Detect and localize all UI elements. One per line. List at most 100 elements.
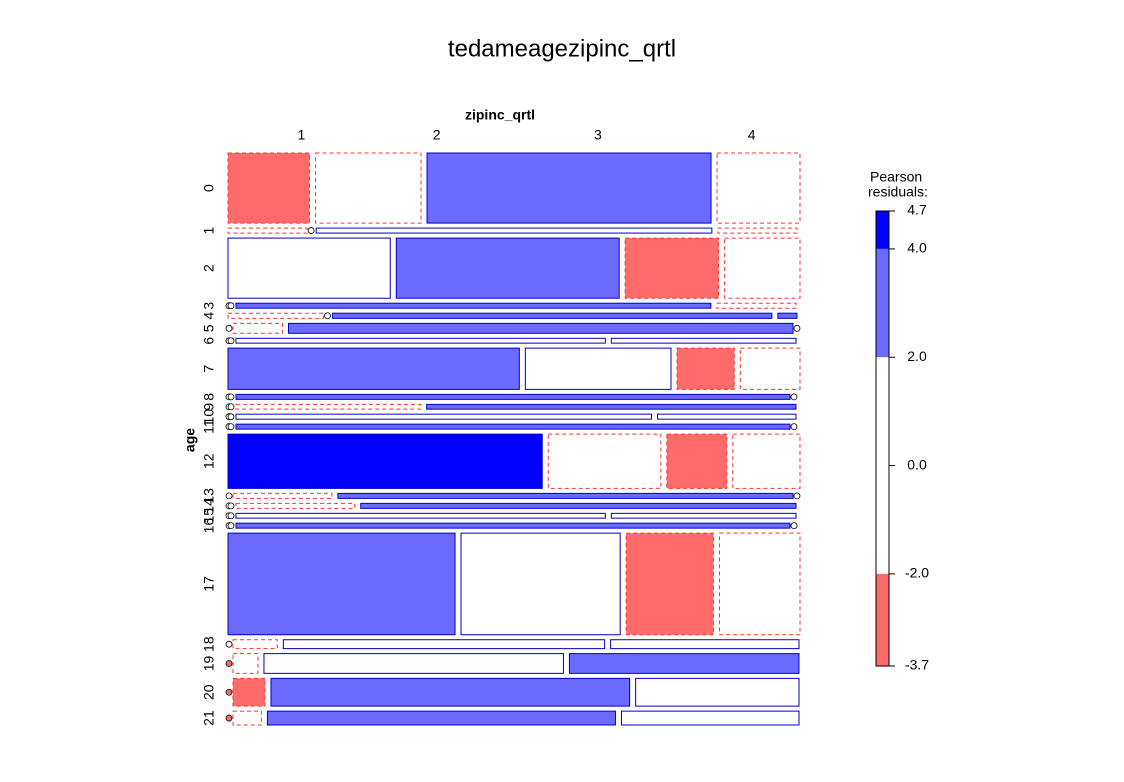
zero-cell xyxy=(227,403,235,411)
cell xyxy=(232,639,278,650)
cell xyxy=(235,302,712,309)
cell xyxy=(232,677,266,707)
cell xyxy=(270,677,631,707)
cell xyxy=(524,347,672,390)
cell xyxy=(635,677,800,707)
cell xyxy=(235,403,422,410)
zero-cell xyxy=(225,660,233,667)
cell xyxy=(227,347,520,390)
zero-cell xyxy=(225,688,233,696)
cell xyxy=(235,393,791,400)
cell xyxy=(717,227,798,234)
row-label: 20 xyxy=(201,684,217,700)
zero-cell xyxy=(307,227,315,234)
cell xyxy=(235,502,356,509)
cell xyxy=(610,337,797,344)
cell xyxy=(266,710,616,726)
cell xyxy=(227,227,308,234)
legend-frame xyxy=(875,210,890,667)
zero-cell xyxy=(790,423,798,431)
legend-tick-label: 0.0 xyxy=(907,456,927,472)
legend-band xyxy=(876,573,889,666)
cell xyxy=(624,237,720,299)
zero-cell xyxy=(793,324,801,332)
cell xyxy=(360,502,797,509)
zero-cell xyxy=(225,640,233,648)
cell xyxy=(610,512,797,519)
cell xyxy=(227,237,391,299)
cell xyxy=(426,403,797,410)
row-label: 21 xyxy=(201,710,217,726)
row-label: 3 xyxy=(201,302,217,310)
cell xyxy=(724,237,801,299)
zero-cell xyxy=(225,324,233,332)
cell xyxy=(227,152,311,224)
row-label: 16 xyxy=(201,518,217,534)
cell xyxy=(232,492,333,499)
cell xyxy=(235,522,791,529)
cell xyxy=(227,433,543,489)
zero-cell xyxy=(227,337,235,345)
cell xyxy=(610,639,800,650)
zero-cell xyxy=(227,522,235,530)
zero-cell xyxy=(227,413,235,421)
zero-cell xyxy=(227,502,235,510)
row-label: 6 xyxy=(201,337,217,345)
zero-cell xyxy=(227,393,235,401)
legend-tick-label: 2.0 xyxy=(907,348,927,364)
cell xyxy=(227,312,325,319)
cell xyxy=(777,312,798,319)
row-label: 11 xyxy=(201,419,217,434)
cell xyxy=(282,639,606,650)
cell xyxy=(426,152,712,224)
zero-cell xyxy=(227,423,235,431)
zero-cell xyxy=(793,492,801,500)
cell xyxy=(547,433,662,489)
zero-cell xyxy=(225,492,233,500)
row-label: 12 xyxy=(201,453,217,469)
cell xyxy=(235,512,606,519)
zero-cell xyxy=(227,512,235,520)
zero-cell xyxy=(225,714,233,722)
row-label: 10 xyxy=(201,409,217,425)
legend-tick-label: 4.7 xyxy=(907,202,927,218)
cell xyxy=(732,433,801,489)
cell xyxy=(460,532,621,636)
cell xyxy=(287,322,794,334)
legend-tick-label: 4.0 xyxy=(907,240,927,256)
cell xyxy=(676,347,735,390)
row-label: 7 xyxy=(201,365,217,373)
cell xyxy=(235,423,791,430)
cell xyxy=(337,492,794,499)
cell xyxy=(657,413,797,420)
legend-title: Pearson xyxy=(870,169,922,185)
legend-title: residuals: xyxy=(868,184,928,200)
cell xyxy=(716,302,797,309)
cell xyxy=(718,532,801,636)
chart-title: tedameagezipinc_qrtl xyxy=(448,35,676,62)
cell xyxy=(232,653,259,674)
column-label: 4 xyxy=(748,127,756,143)
cell xyxy=(263,653,564,674)
cell xyxy=(235,337,606,344)
legend-band xyxy=(876,465,889,574)
row-label: 1 xyxy=(201,226,217,234)
cell xyxy=(625,532,714,636)
y-axis-title: age xyxy=(182,428,198,452)
legend-tick-label: -2.0 xyxy=(905,565,929,581)
row-label: 13 xyxy=(201,488,217,504)
row-label: 4 xyxy=(201,312,217,320)
row-label: 5 xyxy=(201,324,217,332)
zero-cell xyxy=(227,302,235,310)
cell xyxy=(395,237,620,299)
cell xyxy=(568,653,800,674)
row-label: 17 xyxy=(201,576,217,592)
row-label: 9 xyxy=(201,403,217,411)
cell xyxy=(739,347,801,390)
legend-band xyxy=(876,248,889,358)
row-label: 15 xyxy=(201,508,217,524)
zero-cell xyxy=(790,393,798,401)
legend-band xyxy=(876,211,889,249)
column-label: 2 xyxy=(433,127,441,143)
